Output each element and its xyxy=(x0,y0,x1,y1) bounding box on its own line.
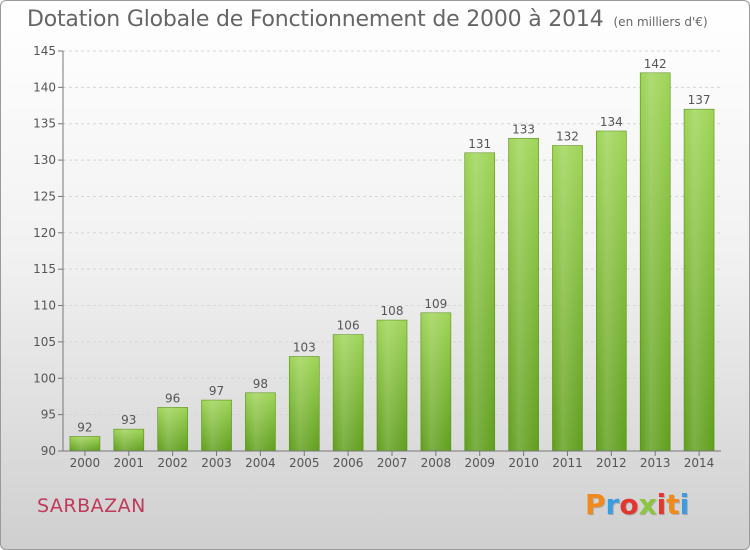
bar-shine xyxy=(69,436,100,451)
bar-shine xyxy=(377,320,407,451)
value-label: 132 xyxy=(556,130,579,144)
bar-shine xyxy=(684,109,715,451)
y-tick-label: 115 xyxy=(33,262,56,276)
y-tick-label: 130 xyxy=(33,153,56,167)
value-label: 103 xyxy=(293,340,316,354)
x-tick-label: 2005 xyxy=(289,456,320,470)
chart-title-block: Dotation Globale de Fonctionnement de 20… xyxy=(27,7,708,32)
chart-title: Dotation Globale de Fonctionnement de 20… xyxy=(27,7,604,32)
bar-shine xyxy=(245,392,276,451)
unit-note: (en milliers d'€) xyxy=(613,15,708,29)
bar-shine xyxy=(157,407,188,451)
x-tick-label: 2001 xyxy=(114,456,145,470)
value-label: 133 xyxy=(512,122,535,136)
y-tick-label: 125 xyxy=(33,189,56,203)
value-label: 106 xyxy=(337,319,360,333)
value-label: 142 xyxy=(644,57,667,71)
bar-shine xyxy=(201,400,232,451)
value-label: 109 xyxy=(424,297,447,311)
x-tick-label: 2011 xyxy=(552,456,583,470)
value-label: 108 xyxy=(381,304,404,318)
x-tick-label: 2006 xyxy=(333,456,364,470)
bar-shine xyxy=(508,138,539,452)
x-tick-label: 2002 xyxy=(157,456,188,470)
bar-shine xyxy=(420,312,451,451)
value-label: 92 xyxy=(77,420,92,434)
value-label: 134 xyxy=(600,115,623,129)
x-tick-label: 2004 xyxy=(245,456,276,470)
y-tick-label: 95 xyxy=(41,408,56,422)
x-tick-label: 2014 xyxy=(684,456,715,470)
y-tick-label: 120 xyxy=(33,226,56,240)
x-tick-label: 2012 xyxy=(596,456,627,470)
value-label: 131 xyxy=(468,137,491,151)
value-label: 98 xyxy=(253,377,268,391)
y-axis: 90 95 100 105 110 115 120 125 130 135 140 145 xyxy=(33,44,64,458)
x-tick-label: 2000 xyxy=(70,456,101,470)
y-tick-label: 145 xyxy=(33,44,56,58)
bar-shine xyxy=(640,72,671,452)
y-tick-label: 105 xyxy=(33,335,56,349)
bar-shine xyxy=(552,145,583,451)
y-tick-label: 90 xyxy=(41,444,56,458)
value-label: 137 xyxy=(688,93,711,107)
value-label: 93 xyxy=(121,413,136,427)
bar-shine xyxy=(464,152,495,451)
bar-shine xyxy=(289,356,320,451)
x-tick-label: 2010 xyxy=(508,456,539,470)
y-tick-label: 140 xyxy=(33,80,56,94)
proxiti-logo: Proxiti xyxy=(585,488,690,521)
y-tick-label: 135 xyxy=(33,117,56,131)
x-tick-label: 2007 xyxy=(377,456,408,470)
x-axis: 2000 2001 2002 2003 2004 2005 2006 2007 2008 2009… xyxy=(63,450,721,470)
y-tick-label: 110 xyxy=(33,299,56,313)
bars: 92 93 96 97 98 103 106 108 109 131 133 132 134 142 137 xyxy=(69,57,715,452)
commune-name: SARBAZAN xyxy=(37,495,146,517)
x-tick-label: 2008 xyxy=(421,456,452,470)
bar-shine xyxy=(113,429,144,451)
bar-shine xyxy=(333,334,364,451)
value-label: 96 xyxy=(165,391,180,405)
value-label: 97 xyxy=(209,384,224,398)
y-tick-label: 100 xyxy=(33,371,56,385)
x-tick-label: 2013 xyxy=(640,456,671,470)
bar-shine xyxy=(596,131,627,451)
x-tick-label: 2009 xyxy=(464,456,495,470)
x-tick-label: 2003 xyxy=(201,456,232,470)
